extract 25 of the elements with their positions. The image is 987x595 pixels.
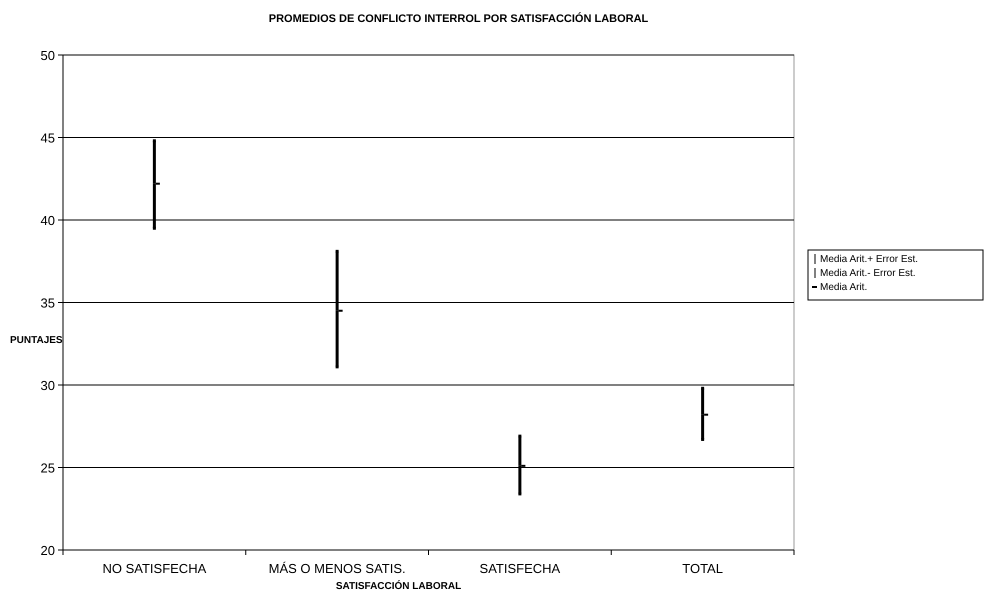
point: [152, 139, 156, 142]
x-tick-label: SATISFECHA: [480, 561, 561, 576]
x-tick-label: TOTAL: [682, 561, 723, 576]
point: [701, 438, 704, 441]
legend-label: Media Arit.- Error Est.: [820, 268, 916, 279]
point: [336, 250, 339, 253]
legend-label: Media Arit.+ Error Est.: [820, 254, 918, 265]
point: [518, 434, 522, 438]
y-tick-label: 25: [40, 460, 55, 476]
x-tick-label: NO SATISFECHA: [102, 561, 207, 576]
x-tick-label: MÁS O MENOS SATIS.: [268, 561, 406, 576]
point: [518, 492, 522, 496]
y-tick-label: 30: [40, 378, 55, 393]
y-tick-label: 20: [40, 543, 55, 558]
legend-label: Media Arit.: [820, 282, 868, 293]
y-tick-label: 45: [40, 130, 55, 146]
chart-title: PROMEDIOS DE CONFLICTO INTERROL POR SATISFACCIÓN LABORAL: [268, 12, 649, 25]
point: [152, 226, 156, 230]
y-tick-label: 40: [40, 213, 55, 228]
y-axis-title: PUNTAJES: [10, 335, 63, 346]
point: [701, 386, 704, 390]
y-tick-label: 50: [40, 48, 55, 63]
x-axis-title: SATISFACCIÓN LABORAL: [336, 580, 462, 592]
point: [336, 365, 339, 368]
y-tick-label: 35: [40, 296, 55, 310]
